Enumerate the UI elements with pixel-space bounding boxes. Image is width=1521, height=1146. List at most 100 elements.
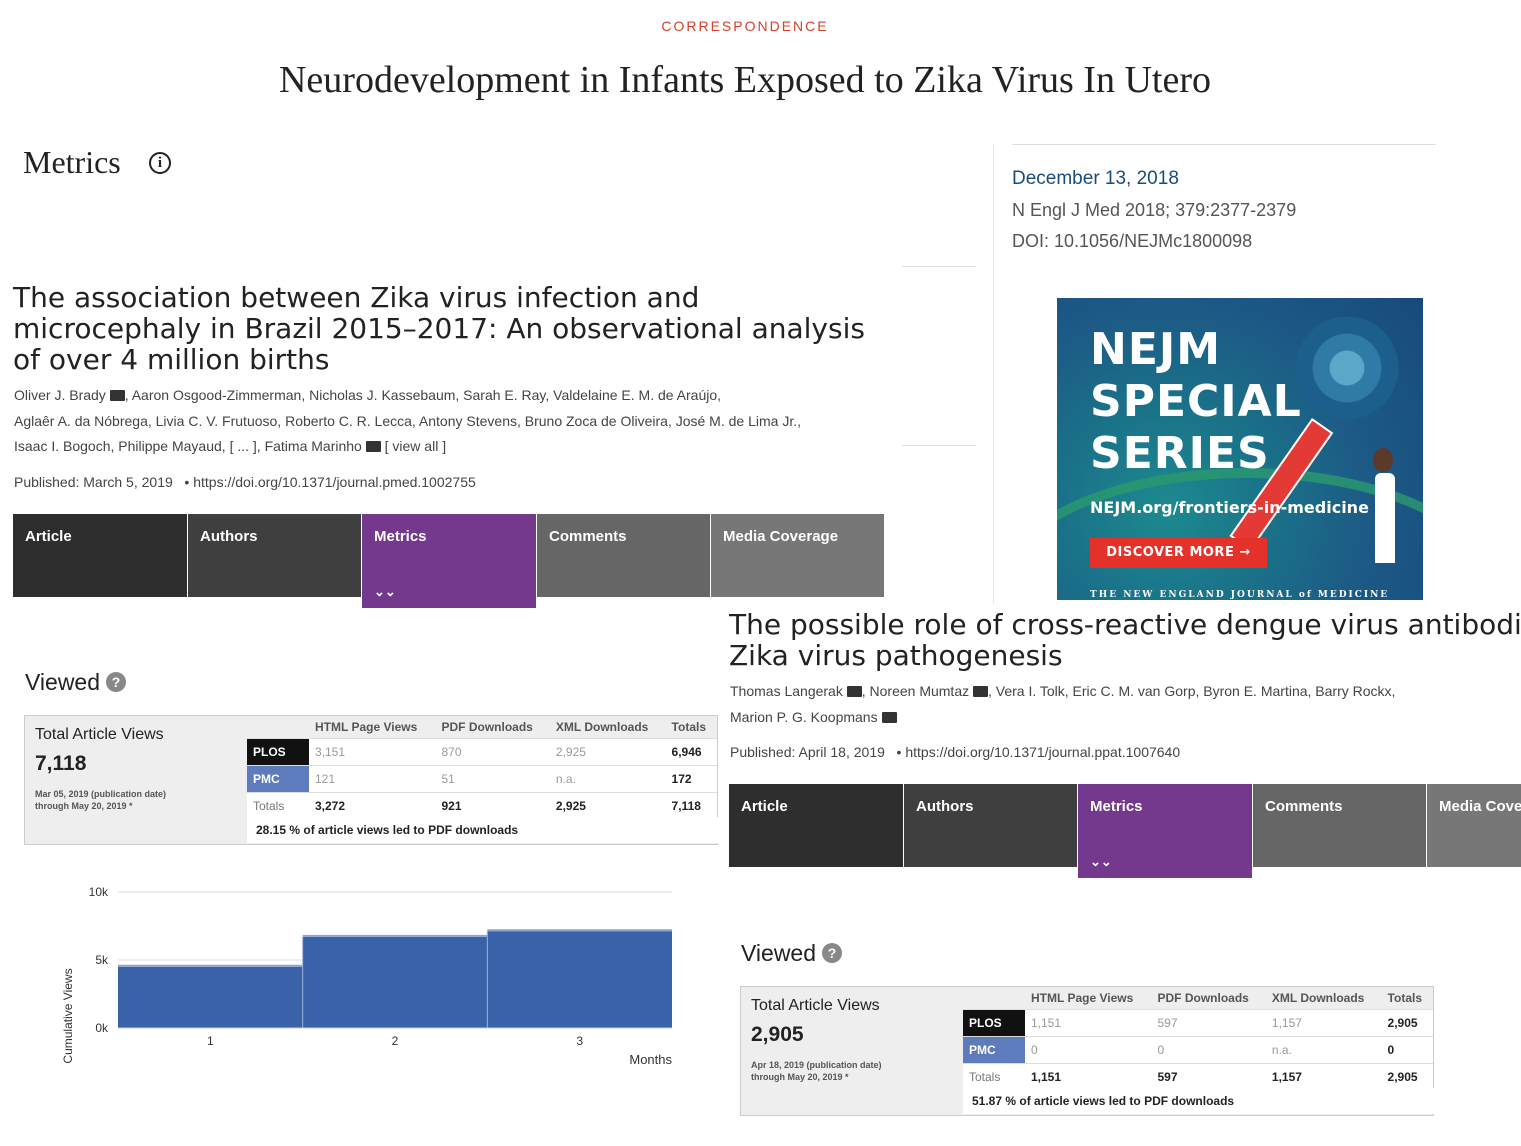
- discover-more-button[interactable]: DISCOVER MORE →: [1090, 538, 1267, 568]
- tab-comments[interactable]: Comments: [537, 514, 711, 597]
- cell: 3,272: [309, 792, 436, 819]
- cell: 2,905: [1381, 1063, 1433, 1090]
- tab-metrics-label: Metrics: [374, 528, 427, 545]
- email-icon[interactable]: [365, 441, 381, 452]
- author-list[interactable]: , Vera I. Tolk, Eric C. M. van Gorp, Byr…: [988, 683, 1396, 699]
- tab-media-coverage[interactable]: Media Coverage: [1427, 784, 1521, 867]
- cell: 1,157: [1265, 1009, 1382, 1037]
- column-header: PDF Downloads: [1151, 987, 1266, 1010]
- article-doi-link[interactable]: https://doi.org/10.1371/journal.ppat.100…: [905, 744, 1181, 760]
- view-all-authors-link[interactable]: [ view all ]: [384, 438, 447, 454]
- article-doi-link[interactable]: https://doi.org/10.1371/journal.pmed.100…: [193, 474, 476, 490]
- author-list[interactable]: Isaac I. Bogoch, Philippe Mayaud, [ ... …: [14, 438, 362, 454]
- tab-metrics[interactable]: Metrics ⌄⌄: [362, 514, 537, 608]
- nejm-special-series-ad[interactable]: NEJM SPECIAL SERIES NEJM.org/frontiers-i…: [1057, 298, 1423, 600]
- cell: 0: [1151, 1036, 1266, 1064]
- source-pmc: PMC: [963, 1036, 1025, 1064]
- doi[interactable]: DOI: 10.1056/NEJMc1800098: [1012, 231, 1253, 251]
- date-range-start: Mar 05, 2019 (publication date): [35, 789, 167, 799]
- tab-comments[interactable]: Comments: [1253, 784, 1427, 867]
- x-axis: 1 2 3: [118, 1027, 672, 1048]
- cumulative-views-chart: 0k 5k 10k 1 2 3 Cumulative Views Months: [61, 885, 672, 1067]
- article2-published: Published: April 18, 2019 • https://doi.…: [730, 744, 1181, 760]
- tab-authors[interactable]: Authors: [188, 514, 362, 597]
- cell: 2,925: [549, 738, 666, 766]
- total-views-label: Total Article Views: [751, 997, 880, 1014]
- source-plos: PLOS: [963, 1009, 1025, 1037]
- article2-title: The possible role of cross-reactive deng…: [729, 609, 1521, 673]
- cell: n.a.: [1265, 1036, 1382, 1064]
- tab-authors[interactable]: Authors: [904, 784, 1078, 867]
- total-views-value: 7,118: [35, 752, 87, 775]
- pdf-ratio: 28.15 % of article views led to PDF down…: [247, 817, 720, 843]
- date-range: Mar 05, 2019 (publication date) through M…: [35, 788, 166, 812]
- source-pmc: PMC: [247, 765, 309, 793]
- column-header: XML Downloads: [1265, 987, 1382, 1010]
- ad-footer: THE NEW ENGLAND JOURNAL of MEDICINE: [1090, 590, 1390, 600]
- author-list[interactable]: , Aaron Osgood-Zimmerman, Nicholas J. Ka…: [124, 387, 722, 403]
- column-header: HTML Page Views: [1025, 987, 1152, 1010]
- author-link[interactable]: Thomas Langerak: [730, 683, 843, 699]
- help-icon[interactable]: ?: [106, 672, 127, 692]
- table-row: PMC 0 0 n.a. 0: [963, 1036, 1433, 1064]
- viewed-label: Viewed: [25, 669, 101, 695]
- views-table: Total Article Views 2,905 Apr 18, 2019 (…: [740, 986, 1436, 1116]
- y-axis: 0k 5k 10k: [89, 885, 109, 1035]
- cell: 3,151: [309, 738, 436, 766]
- chart-bar[interactable]: [487, 931, 672, 1028]
- author-link[interactable]: Oliver J. Brady: [14, 387, 106, 403]
- email-icon[interactable]: [109, 390, 125, 401]
- tab-article[interactable]: Article: [729, 784, 904, 867]
- tab-media-coverage[interactable]: Media Coverage: [711, 514, 885, 597]
- x-tick-label: 3: [576, 1034, 583, 1048]
- views-table: Total Article Views 7,118 Mar 05, 2019 (…: [24, 715, 720, 845]
- viewed-heading: Viewed?: [741, 940, 843, 967]
- tab-article[interactable]: Article: [13, 514, 188, 597]
- table-row: Totals 1,151 597 1,157 2,905: [963, 1063, 1433, 1090]
- total-views-value: 2,905: [751, 1023, 804, 1046]
- article2-tabs: Article Authors Metrics ⌄⌄ Comments Media…: [729, 784, 1521, 878]
- ad-headline: SPECIAL: [1090, 376, 1302, 427]
- column-header: Totals: [665, 716, 717, 739]
- totals-label: Totals: [247, 792, 309, 819]
- article2-tabs-viewport: Article Authors Metrics ⌄⌄ Comments Media…: [729, 784, 1521, 880]
- chart-bar[interactable]: [118, 966, 303, 1028]
- article1-title: The association between Zika virus infec…: [13, 281, 865, 376]
- x-tick-label: 1: [207, 1034, 214, 1048]
- ad-url: NEJM.org/frontiers-in-medicine: [1090, 498, 1369, 517]
- table-row: PLOS 3,151 870 2,925 6,946: [247, 738, 717, 766]
- article1-published: Published: March 5, 2019 • https://doi.o…: [14, 474, 476, 490]
- email-icon[interactable]: [881, 711, 897, 723]
- viewed-heading: Viewed?: [25, 669, 127, 696]
- info-icon[interactable]: i: [149, 152, 171, 174]
- article2-title-text: The possible role of cross-reactive deng…: [729, 609, 1521, 672]
- author-link[interactable]: , Noreen Mumtaz: [861, 683, 970, 699]
- column-header: PDF Downloads: [435, 716, 550, 739]
- cc-icon: [846, 686, 862, 697]
- cell: 597: [1151, 1009, 1266, 1037]
- cell: 51: [435, 765, 550, 793]
- divider-rule: [902, 445, 976, 446]
- cell: 121: [309, 765, 436, 793]
- tab-metrics[interactable]: Metrics ⌄⌄: [1078, 784, 1253, 878]
- pdf-ratio: 51.87 % of article views led to PDF down…: [963, 1088, 1436, 1114]
- help-icon[interactable]: ?: [822, 943, 843, 963]
- cell: 2,925: [549, 792, 666, 819]
- published-date: Published: March 5, 2019: [14, 474, 173, 490]
- publication-date-link[interactable]: December 13, 2018: [1012, 168, 1179, 189]
- cell: 6,946: [665, 738, 717, 766]
- x-tick-label: 2: [392, 1034, 399, 1048]
- article1-authors: Oliver J. Brady , Aaron Osgood-Zimmerman…: [14, 383, 894, 460]
- ad-headline: SERIES: [1090, 428, 1270, 479]
- author-list[interactable]: Aglaêr A. da Nóbrega, Livia C. V. Frutuo…: [14, 412, 801, 429]
- chart-bar[interactable]: [302, 936, 488, 1028]
- section-kicker: CORRESPONDENCE: [661, 18, 829, 34]
- column-header: Totals: [1381, 987, 1433, 1010]
- y-axis-label: Cumulative Views: [61, 968, 75, 1063]
- views-breakdown-table: HTML Page Views PDF Downloads XML Downlo…: [963, 987, 1433, 1090]
- column-header: HTML Page Views: [309, 716, 436, 739]
- y-tick-label: 0k: [95, 1021, 109, 1035]
- author-link[interactable]: Marion P. G. Koopmans: [730, 708, 878, 725]
- table-row: Totals 3,272 921 2,925 7,118: [247, 792, 717, 819]
- doctor-illustration: [1373, 448, 1393, 472]
